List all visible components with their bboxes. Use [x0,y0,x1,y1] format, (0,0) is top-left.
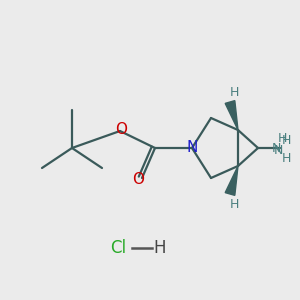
Text: H: H [229,85,239,98]
Text: H: H [277,131,287,145]
Text: O: O [115,122,127,137]
Text: Cl: Cl [110,239,126,257]
Text: H: H [282,134,291,146]
Text: H: H [154,239,166,257]
Text: O: O [132,172,144,188]
Text: H: H [282,152,291,164]
Text: H: H [229,197,239,211]
Text: N: N [274,143,284,157]
Polygon shape [225,166,238,195]
Text: N: N [186,140,198,155]
Text: N: N [271,142,281,155]
Polygon shape [225,100,238,130]
